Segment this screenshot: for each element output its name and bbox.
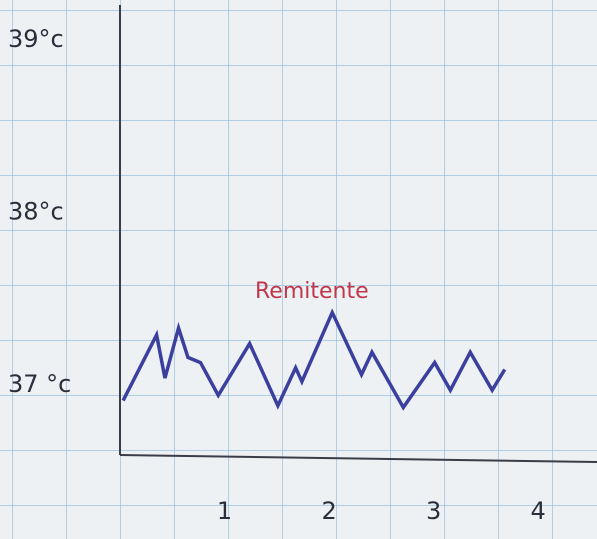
annotation: Remitente <box>255 279 369 304</box>
x-tick-label: 1 <box>217 497 232 525</box>
y-tick-label: 39°c <box>8 25 64 53</box>
x-tick-label: 2 <box>321 497 336 525</box>
x-tick-label: 4 <box>531 497 546 525</box>
y-tick-label: 37 °c <box>8 370 71 398</box>
x-tick-label: 3 <box>426 497 441 525</box>
chart: Remitente 37 °c 38°c 39°c 1 2 3 4 <box>0 0 597 539</box>
y-tick-label: 38°c <box>8 198 64 226</box>
